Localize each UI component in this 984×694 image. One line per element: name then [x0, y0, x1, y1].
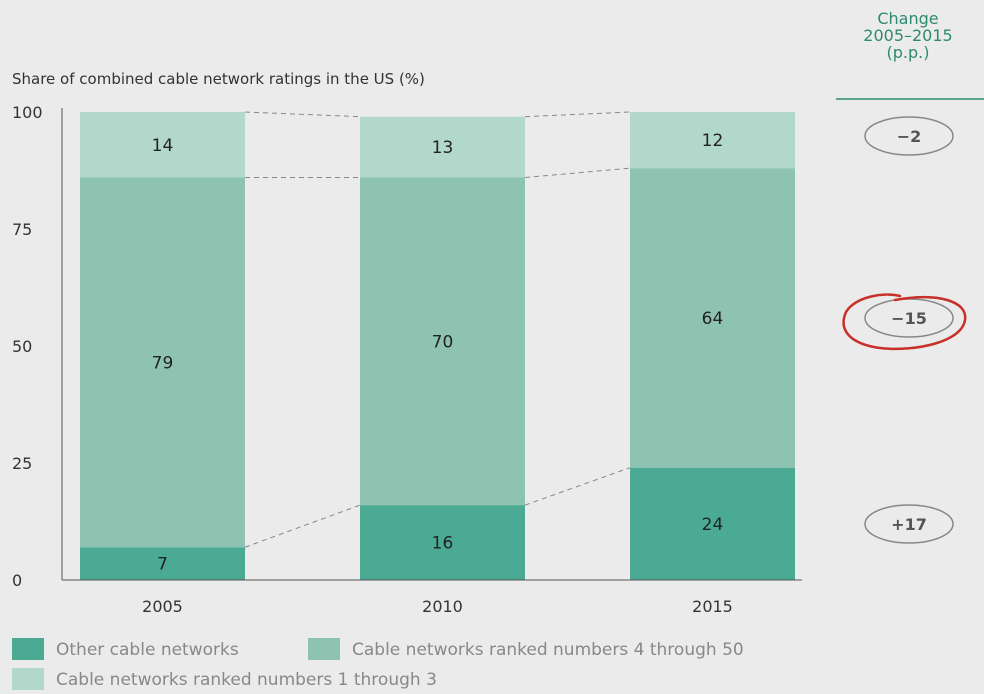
- y-tick-label: 100: [12, 103, 43, 122]
- data-label: 79: [152, 353, 174, 373]
- bar-segment: [630, 112, 795, 169]
- bar-segment: [80, 112, 245, 178]
- change-header-line: Change: [877, 9, 938, 28]
- change-value: +17: [891, 515, 927, 534]
- legend-swatch: [12, 668, 44, 690]
- bar-segment: [630, 467, 795, 580]
- x-axis: 2005 2010 2015: [62, 579, 802, 616]
- data-label: 14: [152, 136, 174, 156]
- bar-segment: [80, 547, 245, 580]
- y-tick-label: 75: [12, 220, 32, 239]
- change-value: −2: [897, 127, 922, 146]
- connector-line: [244, 111, 361, 118]
- y-tick-label: 0: [12, 571, 22, 590]
- x-tick-label: 2005: [142, 597, 183, 616]
- legend-label: Other cable networks: [56, 640, 239, 660]
- bars: 7 79 14 16 70 13 24 64 12: [80, 112, 795, 580]
- bar-segment: [630, 168, 795, 468]
- y-axis-title: Share of combined cable network ratings …: [12, 70, 425, 88]
- bar-segment: [80, 177, 245, 548]
- y-axis: 0 25 50 75 100: [12, 103, 63, 590]
- data-label: 70: [432, 332, 454, 352]
- bar-segment: [360, 177, 525, 506]
- connector-line: [524, 167, 631, 179]
- connector-line: [524, 467, 631, 506]
- data-label: 16: [432, 534, 454, 554]
- legend-swatch: [12, 638, 44, 660]
- connector-line: [524, 111, 631, 118]
- legend: Other cable networks Cable networks ranke…: [12, 638, 744, 690]
- data-label: 7: [157, 555, 168, 575]
- change-value: −15: [891, 309, 927, 328]
- change-header-line: (p.p.): [887, 43, 930, 62]
- bar-segment: [360, 116, 525, 178]
- legend-label: Cable networks ranked numbers 1 through …: [56, 670, 437, 690]
- data-label: 12: [702, 131, 724, 151]
- legend-swatch: [308, 638, 340, 660]
- data-label: 64: [702, 309, 724, 329]
- y-tick-label: 50: [12, 337, 32, 356]
- data-label: 24: [702, 515, 724, 535]
- change-header-line: 2005–2015: [863, 26, 952, 45]
- highlight-scribble: [842, 293, 967, 351]
- change-badge: [864, 116, 954, 156]
- x-tick-label: 2010: [422, 597, 463, 616]
- legend-label: Cable networks ranked numbers 4 through …: [352, 640, 744, 660]
- x-tick-label: 2015: [692, 597, 733, 616]
- change-badge: [864, 504, 954, 544]
- y-tick-label: 25: [12, 454, 32, 473]
- connector-lines: [244, 111, 631, 548]
- connector-line: [244, 504, 361, 548]
- data-label: 13: [432, 138, 454, 158]
- change-badges: −2 −15 +17: [864, 116, 954, 544]
- bar-segment: [360, 505, 525, 580]
